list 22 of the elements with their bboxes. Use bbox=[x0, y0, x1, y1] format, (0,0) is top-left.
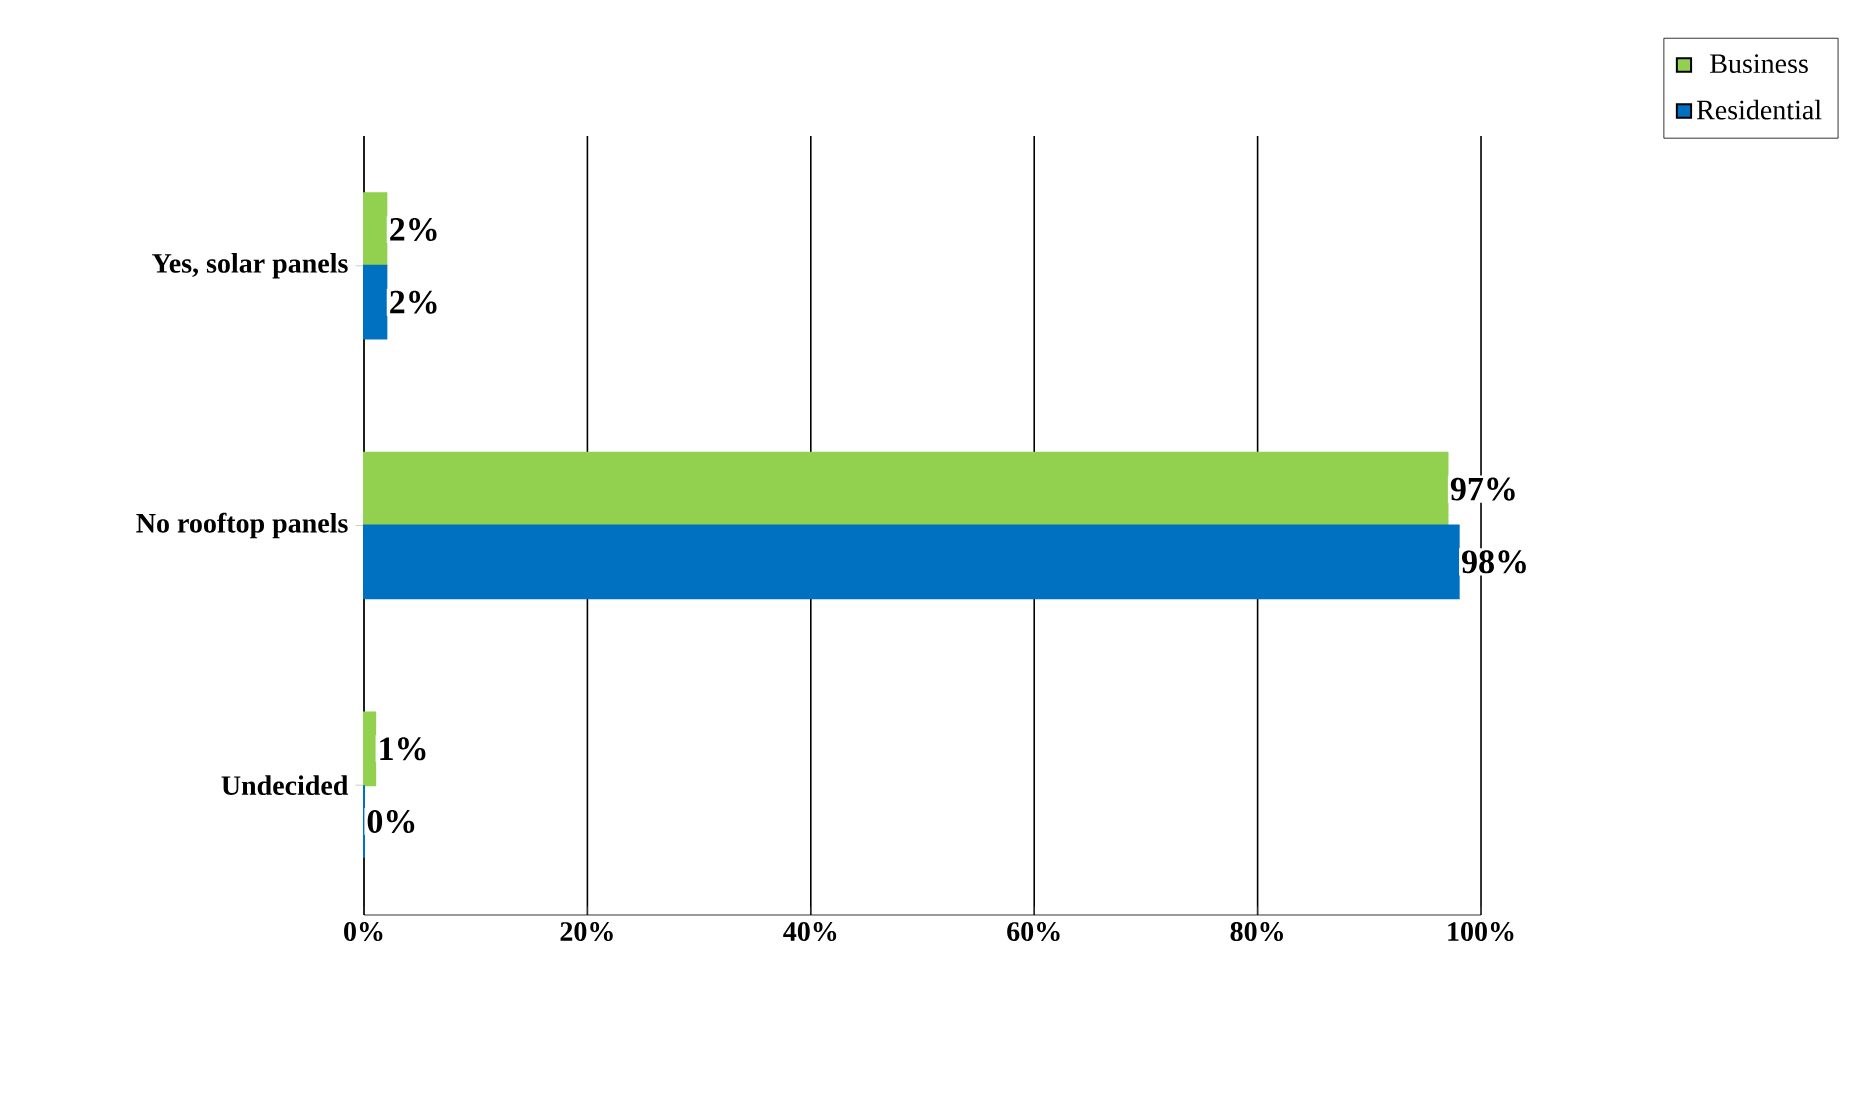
y-tick-label: No rooftop panels bbox=[136, 512, 348, 539]
data-label: 1% bbox=[380, 737, 426, 761]
y-tick-label: Undecided bbox=[221, 775, 349, 796]
bar bbox=[363, 711, 377, 787]
bar bbox=[363, 264, 388, 340]
x-tick-label: 20% bbox=[560, 922, 613, 942]
bar bbox=[363, 451, 1449, 527]
y-tick-label: Yes, solar panels bbox=[152, 253, 348, 279]
x-tick-label: 0% bbox=[344, 922, 383, 942]
x-tick-label: 40% bbox=[783, 922, 837, 942]
x-tick-label: 60% bbox=[1007, 922, 1060, 942]
legend-label: Business bbox=[1710, 54, 1808, 74]
data-label: 97% bbox=[1450, 477, 1515, 501]
data-label: 2% bbox=[390, 217, 437, 241]
x-tick-label: 100% bbox=[1448, 922, 1514, 942]
x-tick-label: 80% bbox=[1230, 922, 1283, 942]
data-label: 2% bbox=[390, 290, 437, 314]
bar bbox=[363, 192, 388, 267]
bar bbox=[363, 524, 1460, 600]
legend-label: Residential bbox=[1696, 99, 1822, 120]
data-label: 98% bbox=[1462, 550, 1526, 574]
data-label: 0% bbox=[367, 809, 415, 834]
